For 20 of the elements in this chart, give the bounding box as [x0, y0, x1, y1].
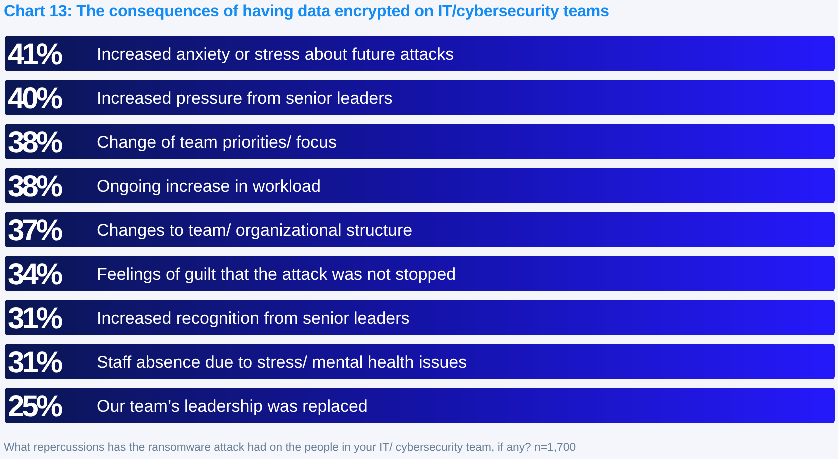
category-label: Increased pressure from senior leaders [97, 88, 393, 108]
category-label: Increased anxiety or stress about future attacks [97, 44, 454, 64]
category-label: Ongoing increase in workload [97, 176, 321, 196]
category-label: Changes to team/ organizational structure [97, 220, 413, 240]
data-label: 37% [8, 214, 62, 248]
text: What repercussions has the ransomware attack had on the people in your IT/ cybersecurity team, if any? n=1,700 [4, 442, 576, 454]
category-label: Our team’s leadership was replaced [97, 396, 368, 416]
category-label: Feelings of guilt that the attack was not stopped [97, 264, 456, 284]
data-label: 40% [8, 82, 62, 116]
data-label: 31% [8, 346, 62, 380]
data-label: 25% [8, 390, 62, 424]
category-label: Change of team priorities/ focus [97, 132, 338, 152]
category-label: Staff absence due to stress/ mental health issues [97, 352, 468, 372]
text: Chart 13: The consequences of having data encrypted on IT/cybersecurity teams [4, 2, 610, 20]
category-label: Increased recognition from senior leaders [97, 308, 410, 328]
data-label: 34% [8, 258, 62, 292]
data-label: 41% [8, 38, 62, 72]
data-label: 38% [8, 170, 62, 204]
data-label: 31% [8, 302, 62, 336]
data-label: 38% [8, 126, 62, 160]
